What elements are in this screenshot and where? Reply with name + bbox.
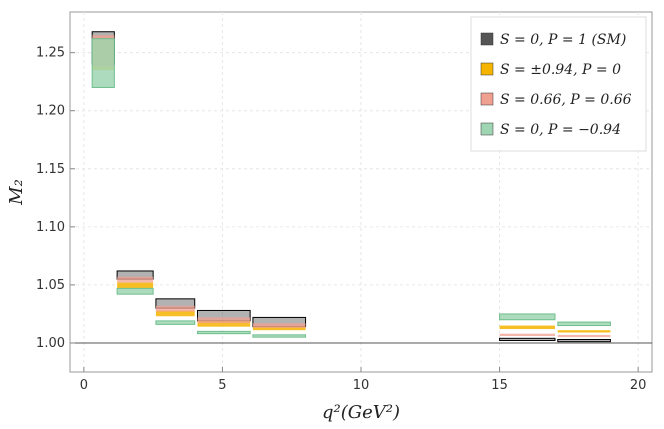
- bin-s066-4: [252, 323, 306, 328]
- legend-label-p094: S = 0, P = −0.94: [500, 122, 621, 138]
- legend-swatch-sm: [480, 32, 494, 46]
- x-tick-label-4: 20: [630, 378, 647, 393]
- legend-swatch-p094: [480, 122, 494, 136]
- legend-label-sm: S = 0, P = 1 (SM): [500, 32, 626, 48]
- bin-s066-1: [117, 276, 154, 283]
- bin-p094-3: [196, 330, 251, 335]
- bin-sm-6: [557, 338, 611, 343]
- x-tick-label-3: 15: [491, 378, 508, 393]
- x-ticks: 0 5 10 15 20: [80, 367, 647, 393]
- y-tick-label-1: 1.05: [36, 278, 65, 293]
- bin-p094-2: [155, 320, 196, 325]
- bin-sm-5: [499, 337, 556, 342]
- bin-s066-5: [499, 333, 555, 336]
- bin-s066-3: [197, 317, 251, 324]
- legend-label-s066: S = 0.66, P = 0.66: [500, 92, 632, 108]
- y-tick-label-5: 1.25: [36, 46, 65, 61]
- bin-s094-2: [155, 310, 195, 317]
- y-tick-label-4: 1.20: [36, 104, 65, 119]
- bin-s094-5: [499, 325, 555, 330]
- legend: S = 0, P = 1 (SM) S = ±0.94, P = 0 S = 0.6…: [470, 16, 647, 152]
- y-tick-label-3: 1.15: [36, 162, 65, 177]
- bin-p094-6: [557, 321, 611, 327]
- y-ticks: 1.00 1.05 1.10 1.15 1.20 1.25: [36, 46, 75, 351]
- x-axis-label: q²(GeV²): [322, 402, 400, 423]
- bins: [91, 31, 611, 343]
- bin-p094-1: [116, 287, 154, 295]
- bin-p094-0: [91, 38, 115, 88]
- bin-s094-6: [557, 330, 611, 333]
- legend-box: [470, 16, 647, 152]
- bin-p094-5: [499, 313, 556, 321]
- x-tick-label-2: 10: [353, 378, 370, 393]
- y-axis-label: M₂: [6, 179, 27, 206]
- bin-s094-1: [117, 282, 154, 289]
- legend-swatch-s094: [480, 62, 494, 76]
- legend-label-s094: S = ±0.94, P = 0: [500, 62, 621, 78]
- legend-swatch-s066: [480, 92, 494, 106]
- bin-s066-2: [155, 305, 195, 312]
- x-tick-label-0: 0: [80, 378, 88, 393]
- bin-p094-4: [252, 334, 307, 338]
- x-tick-label-1: 5: [218, 378, 226, 393]
- y-tick-label-2: 1.10: [36, 220, 65, 235]
- bin-s094-3: [197, 320, 251, 327]
- bin-s066-6: [557, 334, 611, 338]
- y-tick-label-0: 1.00: [36, 336, 65, 351]
- bin-s094-4: [252, 326, 306, 331]
